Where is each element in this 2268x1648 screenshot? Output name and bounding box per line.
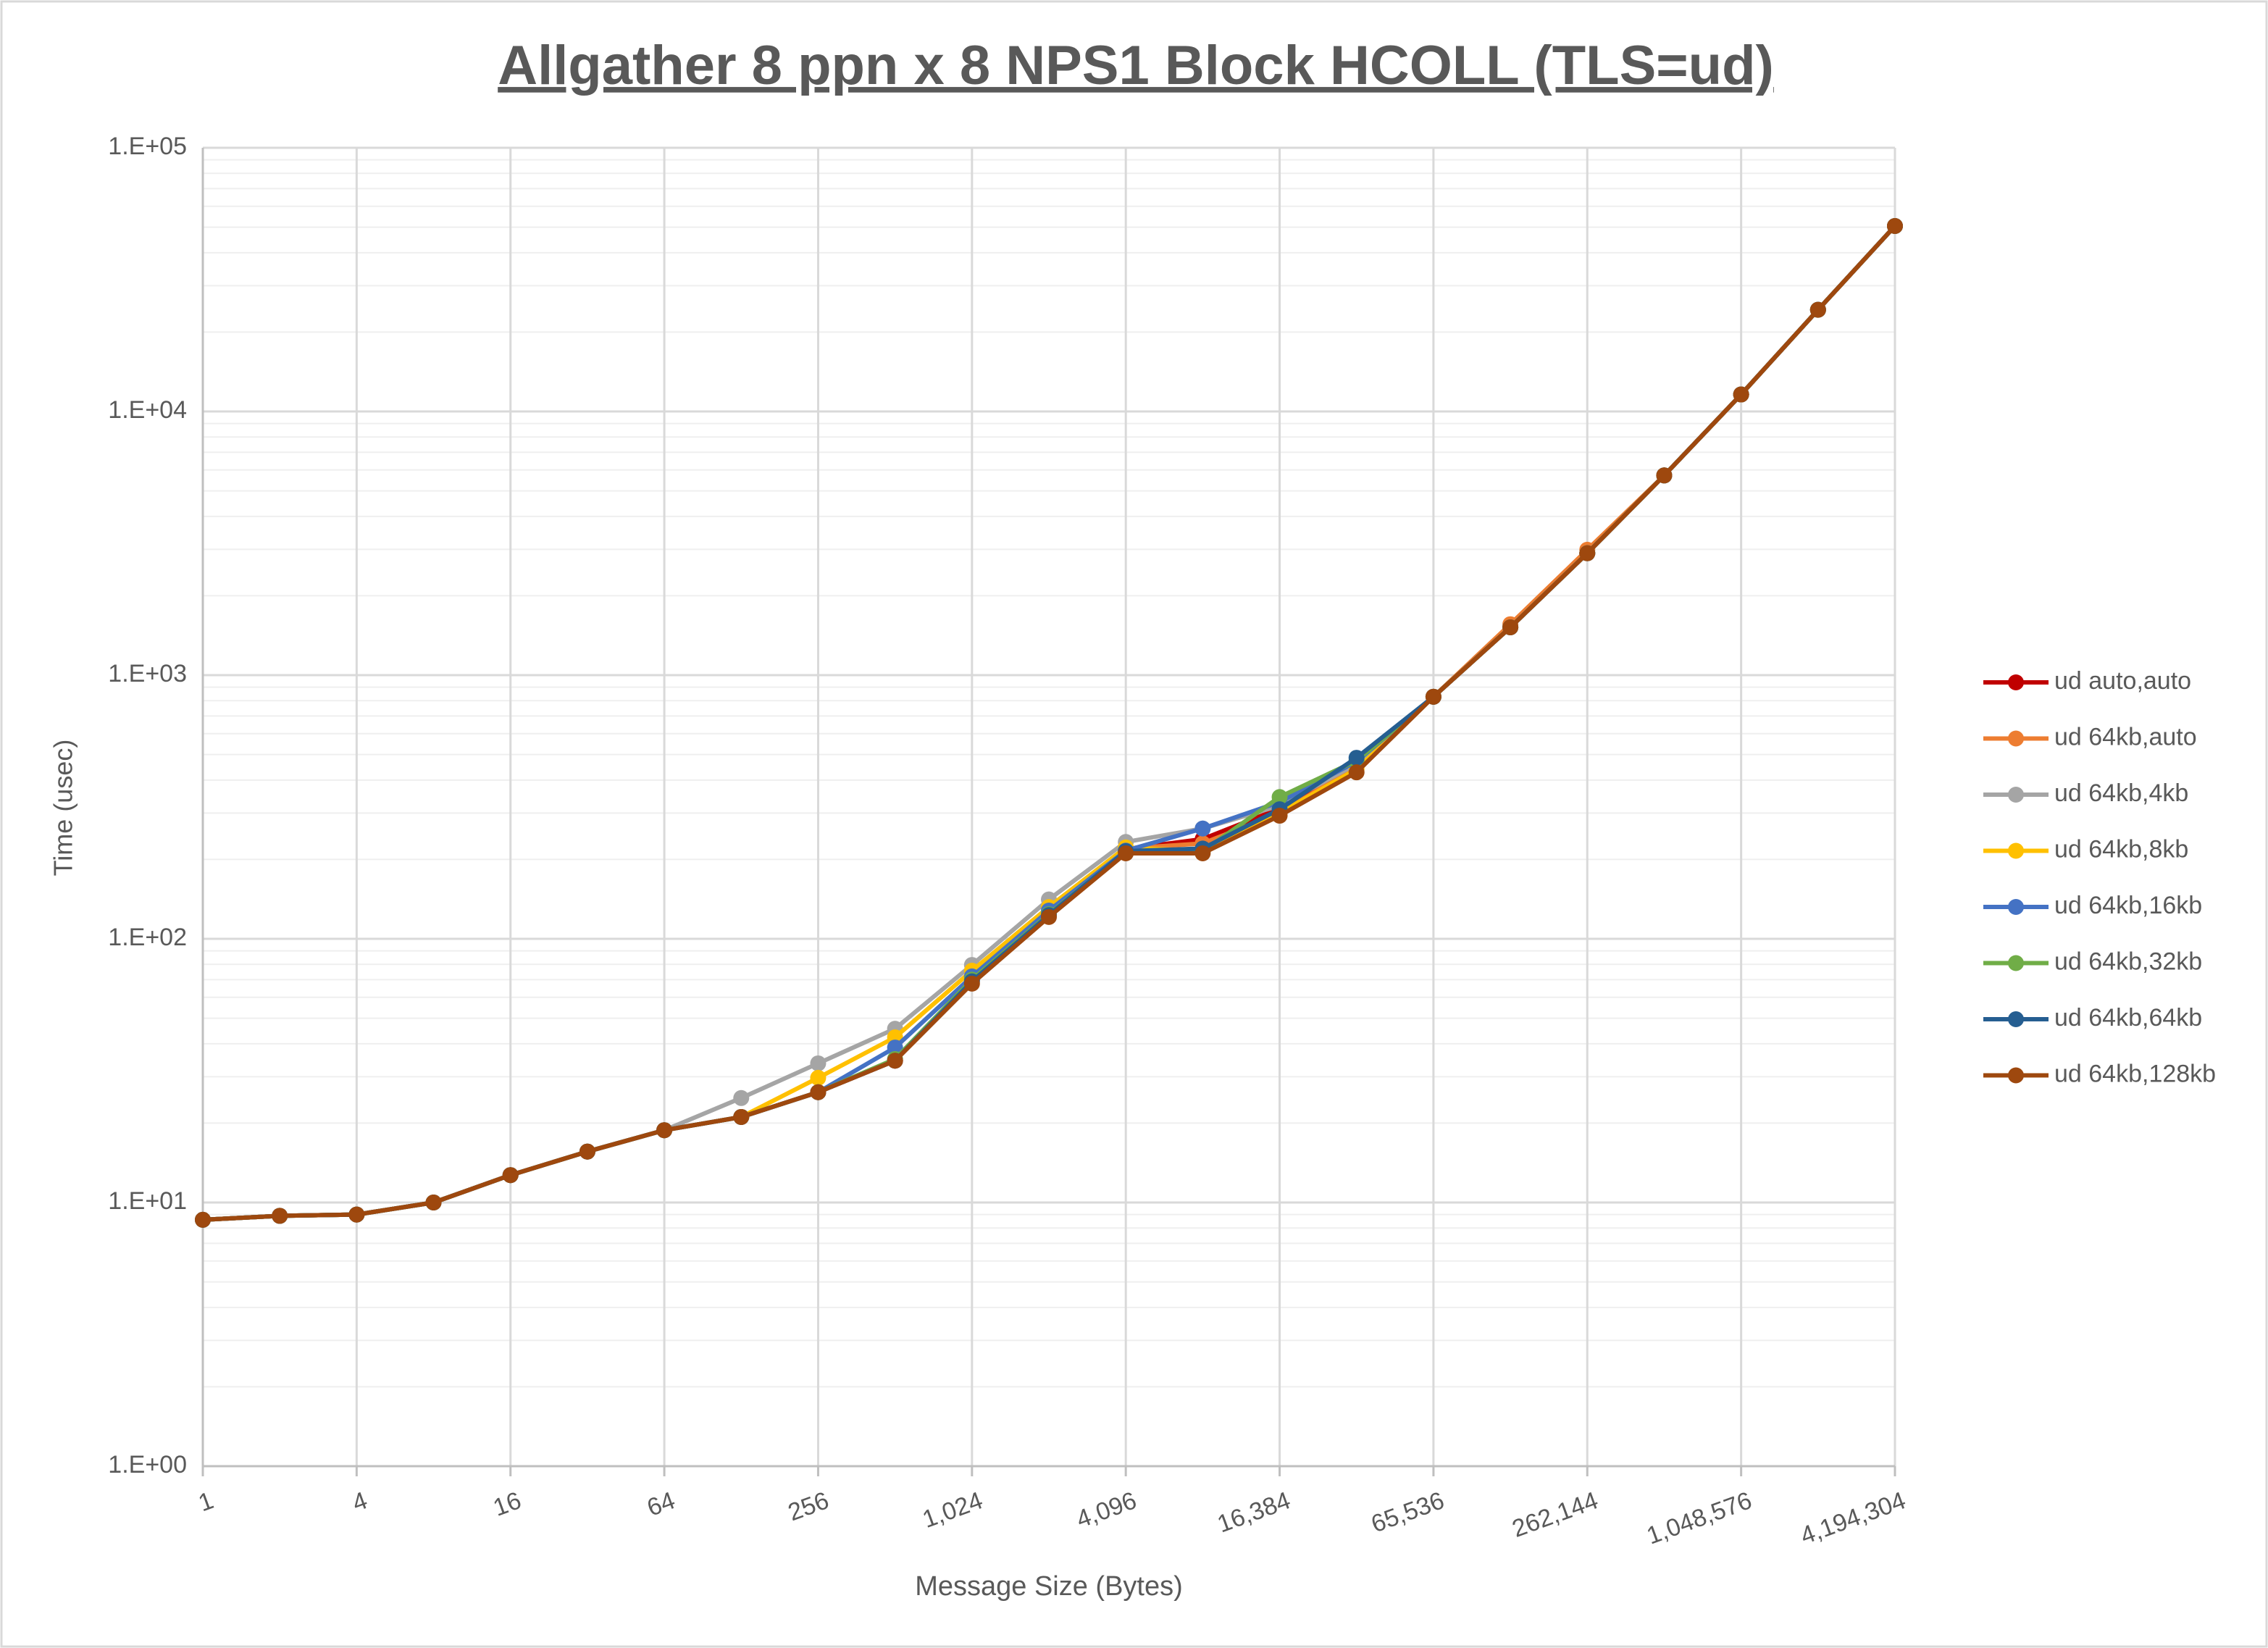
data-point: [425, 1195, 442, 1210]
data-point: [887, 1040, 903, 1056]
legend-label: ud auto,auto: [2054, 667, 2191, 695]
y-tick-label: 1.E+00: [108, 1451, 187, 1478]
data-point: [810, 1069, 827, 1086]
y-axis-label: Time (usec): [49, 740, 78, 877]
legend-marker: [2008, 842, 2024, 859]
data-point: [1348, 750, 1365, 766]
data-point: [1579, 545, 1596, 561]
legend-label: ud 64kb,auto: [2054, 723, 2197, 750]
data-point: [1271, 789, 1288, 806]
chart-title: Allgather 8 ppn x 8 NPS1 Block HCOLL (TL…: [498, 35, 1774, 96]
data-point: [733, 1089, 750, 1106]
y-tick-label: 1.E+03: [108, 660, 187, 687]
legend-marker: [2008, 674, 2024, 690]
data-point: [1656, 467, 1673, 484]
legend-marker: [2008, 787, 2024, 803]
legend-marker: [2008, 1067, 2024, 1084]
data-point: [1502, 619, 1519, 636]
data-point: [502, 1167, 519, 1184]
legend-label: ud 64kb,8kb: [2054, 835, 2188, 863]
data-point: [733, 1108, 750, 1125]
legend-label: ud 64kb,16kb: [2054, 892, 2202, 919]
data-point: [195, 1211, 211, 1228]
y-tick-label: 1.E+05: [108, 133, 187, 160]
legend-marker: [2008, 1011, 2024, 1027]
data-point: [1348, 764, 1365, 781]
data-point: [1041, 908, 1057, 925]
data-point: [579, 1143, 595, 1160]
legend-marker: [2008, 955, 2024, 971]
data-point: [348, 1206, 365, 1223]
data-point: [1887, 218, 1903, 235]
data-point: [656, 1122, 673, 1139]
data-point: [1271, 808, 1288, 824]
data-point: [272, 1208, 288, 1224]
legend-label: ud 64kb,128kb: [2054, 1060, 2216, 1087]
data-point: [1194, 820, 1211, 837]
legend-label: ud 64kb,32kb: [2054, 948, 2202, 975]
data-point: [887, 1053, 903, 1069]
y-tick-label: 1.E+04: [108, 396, 187, 424]
data-point: [810, 1084, 827, 1100]
data-point: [810, 1055, 827, 1071]
data-point: [1809, 301, 1826, 318]
data-point: [1118, 845, 1134, 861]
legend-marker: [2008, 730, 2024, 747]
data-point: [1425, 688, 1441, 705]
legend-label: ud 64kb,64kb: [2054, 1004, 2202, 1032]
legend-marker: [2008, 899, 2024, 915]
y-tick-label: 1.E+01: [108, 1187, 187, 1215]
data-point: [1194, 845, 1211, 861]
data-point: [1733, 386, 1749, 403]
data-point: [963, 975, 980, 992]
legend-label: ud 64kb,4kb: [2054, 779, 2188, 807]
x-axis-label: Message Size (Bytes): [915, 1571, 1183, 1602]
y-tick-label: 1.E+02: [108, 924, 187, 951]
